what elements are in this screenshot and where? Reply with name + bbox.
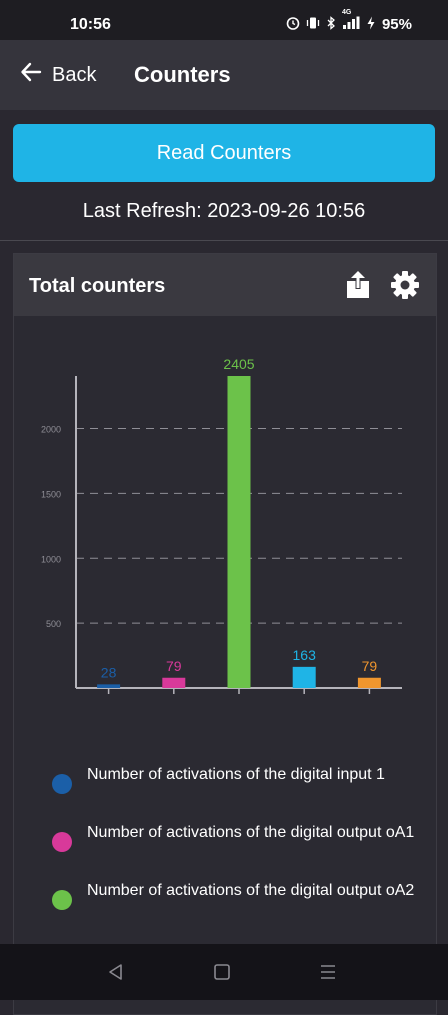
legend-dot [52,832,72,852]
y-tick-label: 1000 [41,554,61,564]
legend-dot [52,774,72,794]
battery-charging-icon [366,16,376,33]
system-nav-bar [0,944,448,1000]
back-triangle-icon[interactable] [104,960,128,984]
last-refresh-text: Last Refresh: 2023-09-26 10:56 [82,200,366,222]
bar-data-label: 28 [101,664,117,680]
status-icons: 4G 95% [286,9,412,33]
card-title: Total counters [29,275,166,297]
legend-label: Number of activations of the digital inp… [87,766,385,783]
bar-chart: 500 1000 1500 2000 28 79 2405 163 79 [41,356,402,694]
legend-label: Number of activations of the digital out… [87,882,415,899]
bar [162,677,186,688]
back-button[interactable]: Back [20,60,96,90]
status-bar: 10:56 4G 95% [0,0,448,40]
bar [357,677,381,688]
legend-item: Number of activations of the digital out… [14,870,436,928]
total-counters-card: Total counters [13,253,437,1015]
bar-data-label: 2405 [223,356,254,372]
legend-label: Number of activations of the digital out… [87,824,415,841]
y-tick-label: 500 [46,619,61,629]
back-label: Back [52,63,97,86]
bluetooth-icon [326,16,336,33]
app-bar: Back Counters [0,40,448,110]
legend-item: Number of activations of the digital inp… [14,754,436,812]
signal-icon: 4G [342,9,360,33]
battery-percent: 95% [381,16,412,33]
chart-legend: Number of activations of the digital inp… [14,754,436,928]
alarm-icon [286,16,300,33]
bar-data-label: 163 [293,647,317,663]
arrow-left-icon [20,61,42,89]
legend-dot [52,890,72,910]
legend-item: Number of activations of the digital out… [14,812,436,870]
home-square-icon[interactable] [210,960,234,984]
bar [292,666,316,688]
bar-data-label: 79 [166,658,182,674]
y-tick-label: 1500 [41,489,61,499]
y-tick-label: 2000 [41,425,61,435]
vibrate-icon [306,16,320,33]
divider [0,240,448,241]
bar [97,684,121,688]
recents-lines-icon[interactable] [316,960,340,984]
share-icon[interactable] [344,270,372,300]
status-time: 10:56 [70,16,111,33]
read-counters-button[interactable]: Read Counters [13,124,435,182]
bar-data-label: 79 [362,658,378,674]
card-header: Total counters [14,254,436,316]
page-title: Counters [134,62,231,87]
bar [227,376,251,688]
network-type: 4G [341,9,352,16]
gear-icon[interactable] [390,270,420,300]
